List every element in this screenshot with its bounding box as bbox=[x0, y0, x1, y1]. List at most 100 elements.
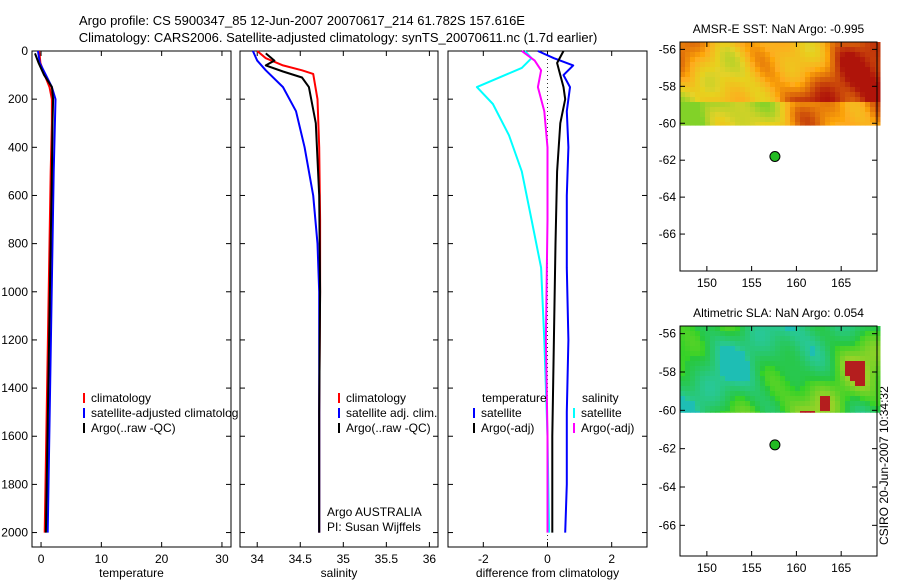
field-cell bbox=[735, 386, 741, 392]
field-cell bbox=[785, 346, 791, 352]
field-cell bbox=[825, 366, 831, 372]
field-cell bbox=[860, 396, 866, 402]
field-cell bbox=[835, 47, 841, 53]
field-cell bbox=[800, 72, 806, 78]
field-cell bbox=[815, 62, 821, 68]
field-cell bbox=[780, 72, 786, 78]
field-cell bbox=[700, 341, 706, 347]
field-cell bbox=[725, 62, 731, 68]
field-cell bbox=[835, 326, 841, 332]
field-cell bbox=[730, 82, 736, 88]
field-cell bbox=[745, 107, 751, 113]
field-cell bbox=[730, 371, 736, 377]
field-cell bbox=[845, 87, 851, 93]
field-cell bbox=[720, 381, 726, 387]
field-cell bbox=[875, 57, 881, 63]
field-cell bbox=[865, 107, 871, 113]
field-cell bbox=[795, 326, 801, 332]
field-cell bbox=[695, 122, 701, 126]
field-cell bbox=[710, 62, 716, 68]
field-cell bbox=[695, 47, 701, 53]
field-cell bbox=[865, 62, 871, 68]
field-cell bbox=[775, 52, 781, 58]
field-cell bbox=[745, 77, 751, 83]
field-cell bbox=[815, 361, 821, 367]
field-cell bbox=[790, 67, 796, 73]
field-cell bbox=[820, 391, 826, 397]
field-cell bbox=[750, 361, 756, 367]
field-cell bbox=[870, 391, 876, 397]
field-cell bbox=[700, 361, 706, 367]
field-cell bbox=[710, 366, 716, 372]
field-cell bbox=[795, 62, 801, 68]
field-cell bbox=[835, 331, 841, 337]
field-cell bbox=[700, 67, 706, 73]
field-cell bbox=[850, 396, 856, 402]
field-cell bbox=[700, 406, 706, 412]
sst-map-panel: AMSR-E SST: NaN Argo: -0.995 150 155 160 165… bbox=[659, 22, 881, 290]
x-tick-label: 160 bbox=[786, 276, 806, 290]
field-cell bbox=[690, 386, 696, 392]
field-cell bbox=[735, 87, 741, 93]
field-cell bbox=[815, 396, 821, 402]
field-cell bbox=[800, 42, 806, 48]
field-cell bbox=[745, 87, 751, 93]
field-cell bbox=[685, 351, 691, 357]
field-cell bbox=[705, 381, 711, 387]
x-tick-label: 150 bbox=[697, 561, 717, 575]
field-cell bbox=[775, 47, 781, 53]
field-cell bbox=[680, 72, 686, 78]
field-cell bbox=[870, 411, 876, 413]
field-cell bbox=[770, 376, 776, 382]
field-cell bbox=[700, 391, 706, 397]
field-cell bbox=[875, 97, 881, 103]
field-cell bbox=[725, 411, 731, 413]
field-cell bbox=[815, 117, 821, 123]
field-cell bbox=[755, 346, 761, 352]
field-cell bbox=[845, 341, 851, 347]
field-cell bbox=[780, 351, 786, 357]
field-cell bbox=[765, 47, 771, 53]
field-cell bbox=[740, 381, 746, 387]
x-tick-label: 165 bbox=[831, 276, 851, 290]
field-cell bbox=[685, 361, 691, 367]
field-cell bbox=[805, 376, 811, 382]
field-cell bbox=[705, 102, 711, 108]
field-cell bbox=[865, 376, 871, 382]
field-cell bbox=[850, 82, 856, 88]
field-cell bbox=[780, 97, 786, 103]
field-cell bbox=[770, 371, 776, 377]
field-cell bbox=[860, 117, 866, 123]
series-line-temperature-satellite bbox=[537, 50, 575, 533]
legend-entry-label: climatology bbox=[346, 391, 406, 405]
field-cell bbox=[875, 396, 881, 402]
field-cell bbox=[710, 52, 716, 58]
field-cell bbox=[860, 82, 866, 88]
field-cell bbox=[775, 82, 781, 88]
field-cell bbox=[685, 82, 691, 88]
field-cell bbox=[695, 386, 701, 392]
field-cell bbox=[755, 386, 761, 392]
field-cell bbox=[750, 62, 756, 68]
field-cell bbox=[830, 72, 836, 78]
field-cell bbox=[735, 117, 741, 123]
field-cell bbox=[845, 92, 851, 98]
field-cell bbox=[780, 52, 786, 58]
field-cell bbox=[695, 72, 701, 78]
field-cell bbox=[870, 371, 876, 377]
field-cell bbox=[715, 331, 721, 337]
field-cell bbox=[685, 122, 691, 126]
field-cell bbox=[685, 107, 691, 113]
field-cell bbox=[800, 361, 806, 367]
field-cell bbox=[845, 356, 851, 362]
field-cell bbox=[690, 107, 696, 113]
field-cell bbox=[860, 62, 866, 68]
field-cell bbox=[835, 42, 841, 48]
field-cell bbox=[765, 356, 771, 362]
field-cell bbox=[855, 351, 861, 357]
field-cell bbox=[770, 336, 776, 342]
field-cell bbox=[745, 62, 751, 68]
field-cell bbox=[770, 351, 776, 357]
field-cell bbox=[850, 366, 856, 372]
field-cell bbox=[685, 326, 691, 332]
